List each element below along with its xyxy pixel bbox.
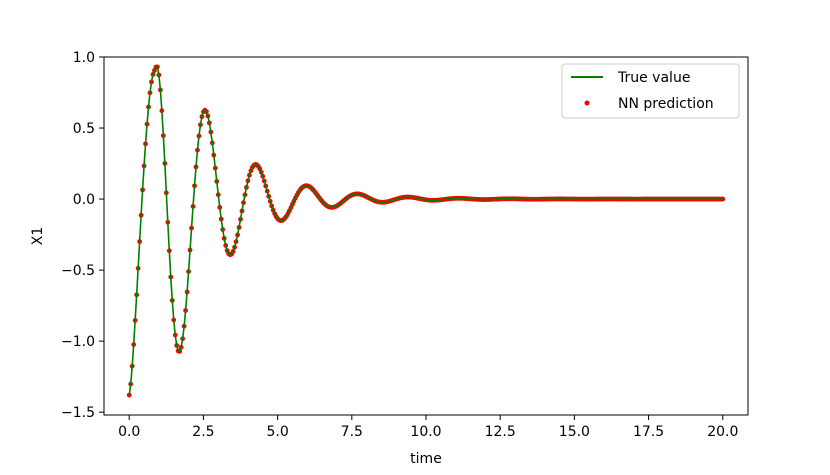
x-tick-label: 7.5 (341, 424, 363, 440)
y-tick-label: 0.5 (73, 121, 95, 137)
x-tick-label: 10.0 (410, 424, 441, 440)
legend-box (561, 63, 740, 119)
x-tick-label: 20.0 (707, 424, 738, 440)
y-tick-label: −0.5 (61, 263, 95, 279)
series-layer (126, 64, 726, 398)
y-tick-label: 0.0 (73, 192, 95, 208)
plot-area (126, 64, 726, 398)
y-tick-label: 1.0 (73, 50, 95, 66)
x-tick-label: 0.0 (118, 424, 140, 440)
legend: True value NN prediction (561, 63, 740, 119)
legend-label-nn-prediction: NN prediction (618, 96, 714, 112)
x-tick-label: 12.5 (485, 424, 516, 440)
legend-marker-nn-prediction (584, 100, 590, 106)
x-axis: 0.0 2.5 5.0 7.5 10.0 12.5 15.0 17.5 20.0 (118, 415, 738, 440)
y-tick-label: −1.0 (61, 334, 95, 350)
x-axis-label: time (410, 451, 442, 467)
x-tick-label: 17.5 (633, 424, 664, 440)
y-axis-label: X1 (30, 227, 46, 246)
y-axis: −1.5 −1.0 −0.5 0.0 0.5 1.0 (61, 50, 104, 421)
x-tick-label: 15.0 (559, 424, 590, 440)
x-tick-label: 2.5 (192, 424, 214, 440)
x-tick-label: 5.0 (266, 424, 288, 440)
legend-label-true-value: True value (617, 70, 690, 86)
y-tick-label: −1.5 (61, 405, 95, 421)
true-value-line (128, 66, 723, 396)
